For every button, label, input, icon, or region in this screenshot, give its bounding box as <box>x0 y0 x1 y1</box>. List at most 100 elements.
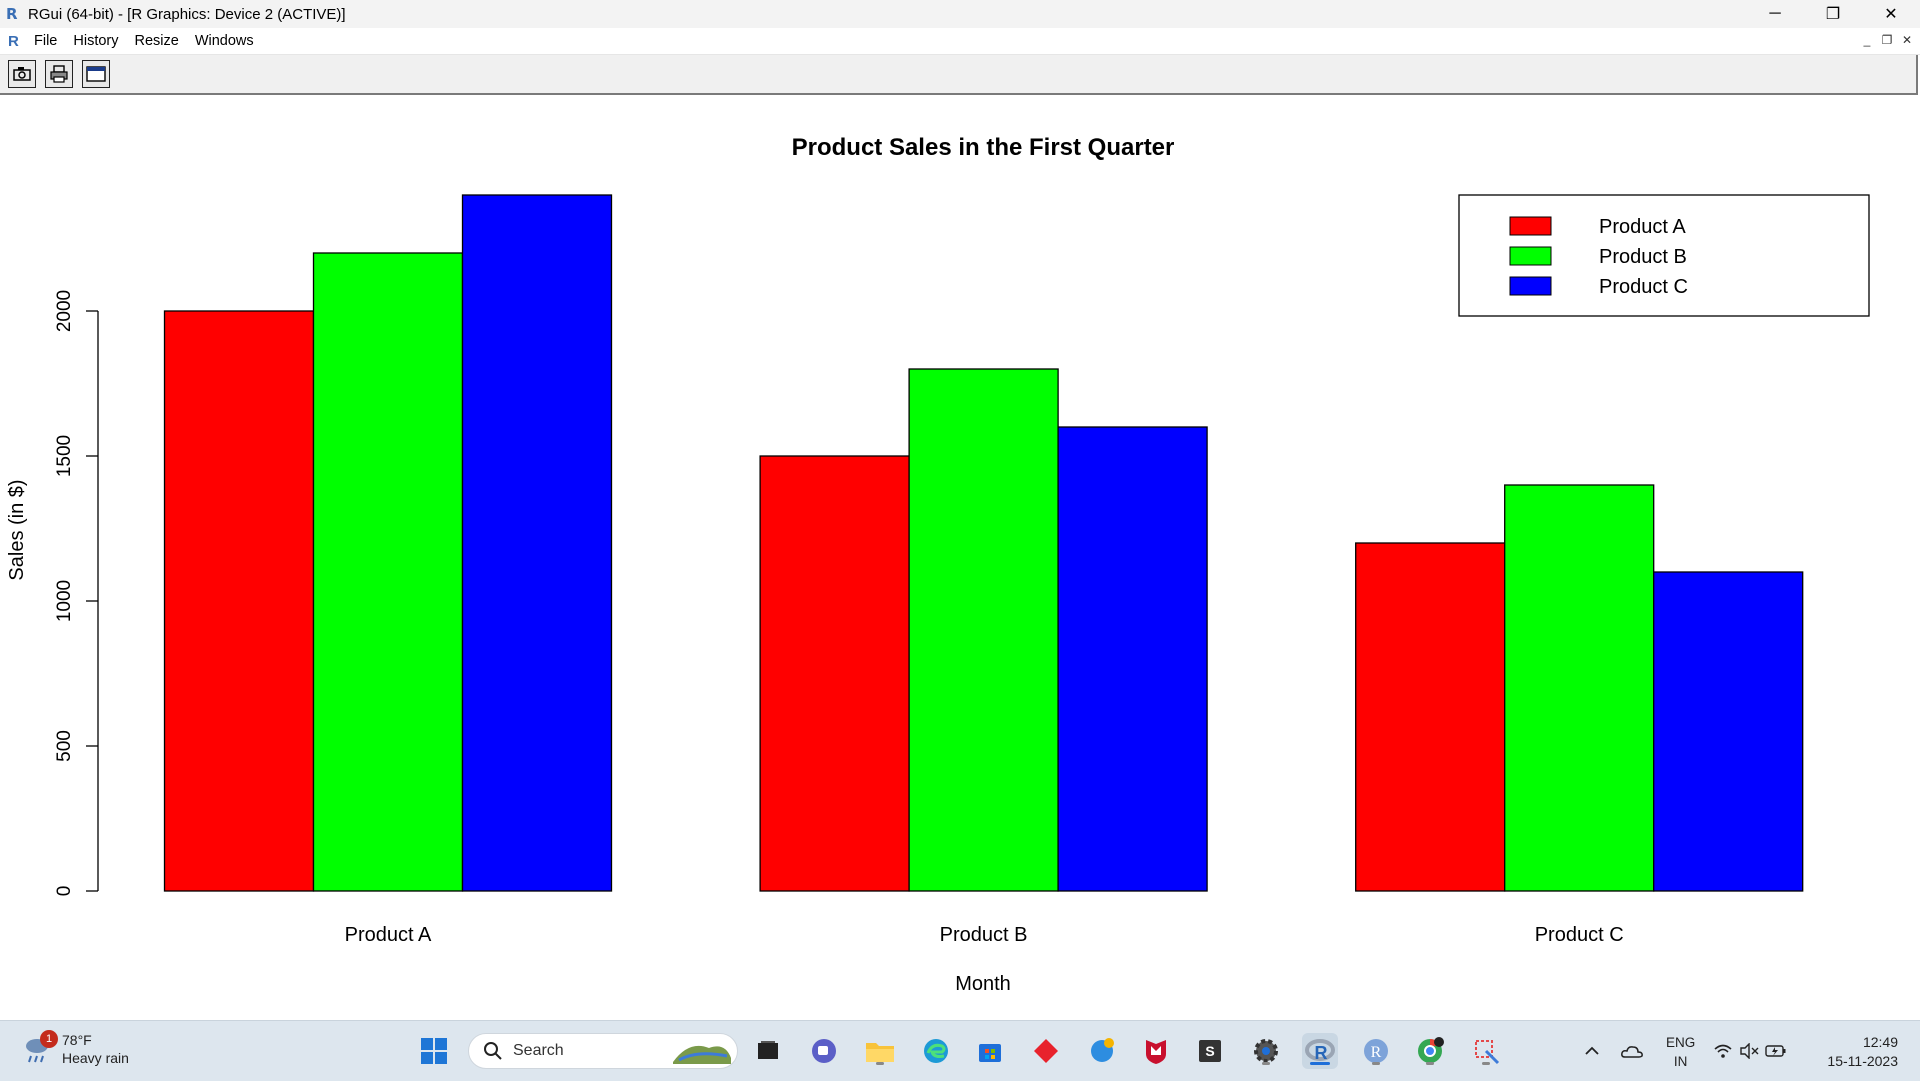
windows-start-icon <box>421 1038 447 1064</box>
y-axis-label: Sales (in $) <box>6 479 28 580</box>
red-diamond-icon <box>1034 1039 1058 1063</box>
x-tick-label: Product B <box>940 924 1028 946</box>
y-tick-label: 500 <box>54 730 75 762</box>
svg-text:R: R <box>1315 1043 1328 1063</box>
y-tick-label: 2000 <box>54 290 75 332</box>
search-highlight-icon <box>673 1045 731 1064</box>
chevron-up-icon <box>1585 1046 1599 1055</box>
bar-product-b-product-c <box>1057 426 1208 892</box>
restore-icon: ❐ <box>1825 6 1841 23</box>
menu-windows[interactable]: Windows <box>194 33 254 49</box>
app-feather-button[interactable] <box>1084 1033 1120 1069</box>
window-icon <box>86 66 106 82</box>
gear-icon <box>1254 1039 1278 1063</box>
chrome-icon <box>1418 1037 1444 1063</box>
task-view-button[interactable] <box>750 1033 786 1069</box>
legend-swatch <box>1509 276 1552 296</box>
bar-product-c-product-a <box>1355 542 1506 892</box>
r-app-button[interactable]: R <box>1358 1033 1394 1069</box>
mdi-close-button[interactable]: ✕ <box>1901 33 1913 47</box>
print-button[interactable] <box>45 60 73 88</box>
toolbar <box>0 55 1918 95</box>
bar-chart: Product Sales in the First Quarter Month… <box>6 134 1870 995</box>
s-app-icon: S <box>1199 1040 1221 1062</box>
microsoft-store-icon <box>979 1044 1001 1062</box>
weather-widget[interactable]: 1 78°F Heavy rain <box>20 1030 129 1067</box>
feather-icon <box>1091 1038 1114 1062</box>
start-button[interactable] <box>416 1033 452 1069</box>
y-tick-label: 1000 <box>54 580 75 622</box>
chart-title: Product Sales in the First Quarter <box>792 134 1175 161</box>
system-status-button[interactable] <box>1710 1033 1790 1069</box>
restore-button[interactable]: ❐ <box>1804 0 1862 28</box>
cloud-icon <box>1621 1046 1643 1058</box>
language-code: ENG <box>1666 1035 1696 1050</box>
close-button[interactable]: ✕ <box>1862 0 1920 28</box>
snipping-tool-icon <box>1475 1040 1500 1065</box>
x-tick-label: Product A <box>345 924 432 946</box>
r-menu-icon[interactable]: R <box>8 32 19 50</box>
window-title: RGui (64-bit) - [R Graphics: Device 2 (A… <box>28 5 346 23</box>
chart-legend: Product A Product B Product C <box>1458 194 1870 317</box>
store-button[interactable] <box>972 1033 1008 1069</box>
clock-date: 15-11-2023 <box>1827 1053 1898 1069</box>
mcafee-shield-icon <box>1146 1040 1166 1064</box>
clock-time: 12:49 <box>1862 1034 1898 1050</box>
app-red-diamond-button[interactable] <box>1028 1033 1064 1069</box>
taskbar-search[interactable]: Search <box>468 1033 738 1069</box>
mcafee-button[interactable] <box>1138 1033 1174 1069</box>
legend-swatch <box>1509 216 1552 236</box>
svg-text:S: S <box>1205 1043 1214 1059</box>
weather-alert-badge: 1 <box>40 1030 58 1048</box>
window-titlebar: R RGui (64-bit) - [R Graphics: Device 2 … <box>0 0 1920 28</box>
minimize-button[interactable]: ─ <box>1746 0 1804 28</box>
chrome-button[interactable] <box>1412 1033 1448 1069</box>
legend-label: Product C <box>1599 276 1688 298</box>
menu-history[interactable]: History <box>73 33 119 49</box>
mdi-restore-button[interactable]: ❐ <box>1881 33 1893 47</box>
legend-swatch <box>1509 246 1552 266</box>
snipping-tool-button[interactable] <box>1468 1033 1504 1069</box>
y-tick-label: 1500 <box>54 435 75 477</box>
menu-bar: R File History Resize Windows <box>0 28 1920 55</box>
legend-label: Product B <box>1599 246 1687 268</box>
wifi-icon <box>1714 1044 1732 1058</box>
weather-condition: Heavy rain <box>62 1050 129 1066</box>
r-logo-icon: R <box>1305 1039 1335 1063</box>
file-explorer-button[interactable] <box>862 1033 898 1069</box>
bar-product-b-product-b <box>908 368 1059 892</box>
copy-metafile-button[interactable] <box>8 60 36 88</box>
bar-product-a-product-a <box>163 310 315 892</box>
print-icon <box>50 65 68 83</box>
edge-button[interactable] <box>918 1033 954 1069</box>
menu-file[interactable]: File <box>34 33 58 49</box>
bar-product-a-product-c <box>461 194 613 892</box>
weather-temp: 78°F <box>62 1032 92 1048</box>
x-tick-label: Product C <box>1535 924 1624 946</box>
bar-product-c-product-c <box>1653 571 1804 892</box>
bar-product-c-product-b <box>1504 484 1655 892</box>
teams-button[interactable] <box>806 1033 842 1069</box>
x-axis-label: Month <box>955 973 1011 995</box>
mdi-minimize-button[interactable]: _ <box>1863 33 1871 47</box>
window-button[interactable] <box>82 60 110 88</box>
taskbar-clock[interactable]: 12:49 15-11-2023 <box>1827 1033 1898 1071</box>
taskbar: 1 78°F Heavy rain Search S <box>0 1020 1920 1081</box>
folder-icon <box>866 1043 894 1062</box>
language-indicator[interactable]: ENG IN <box>1666 1033 1695 1071</box>
mdi-controls: _ ❐ ✕ <box>1858 32 1916 48</box>
settings-button[interactable] <box>1248 1033 1284 1069</box>
close-icon: ✕ <box>1884 6 1898 23</box>
onedrive-button[interactable] <box>1614 1033 1650 1069</box>
task-view-icon <box>758 1041 778 1059</box>
app-s-button[interactable]: S <box>1192 1033 1228 1069</box>
bar-product-a-product-b <box>312 252 464 892</box>
edge-browser-icon <box>924 1039 948 1063</box>
rgui-taskbar-button[interactable]: R <box>1302 1033 1338 1069</box>
svg-text:R: R <box>1371 1044 1382 1061</box>
menu-resize[interactable]: Resize <box>134 33 179 49</box>
plot-area: Product Sales in the First Quarter Month… <box>0 95 1920 1020</box>
show-hidden-icons-button[interactable] <box>1574 1033 1610 1069</box>
r-app-icon: R <box>6 5 18 23</box>
bar-product-b-product-a <box>759 455 910 892</box>
